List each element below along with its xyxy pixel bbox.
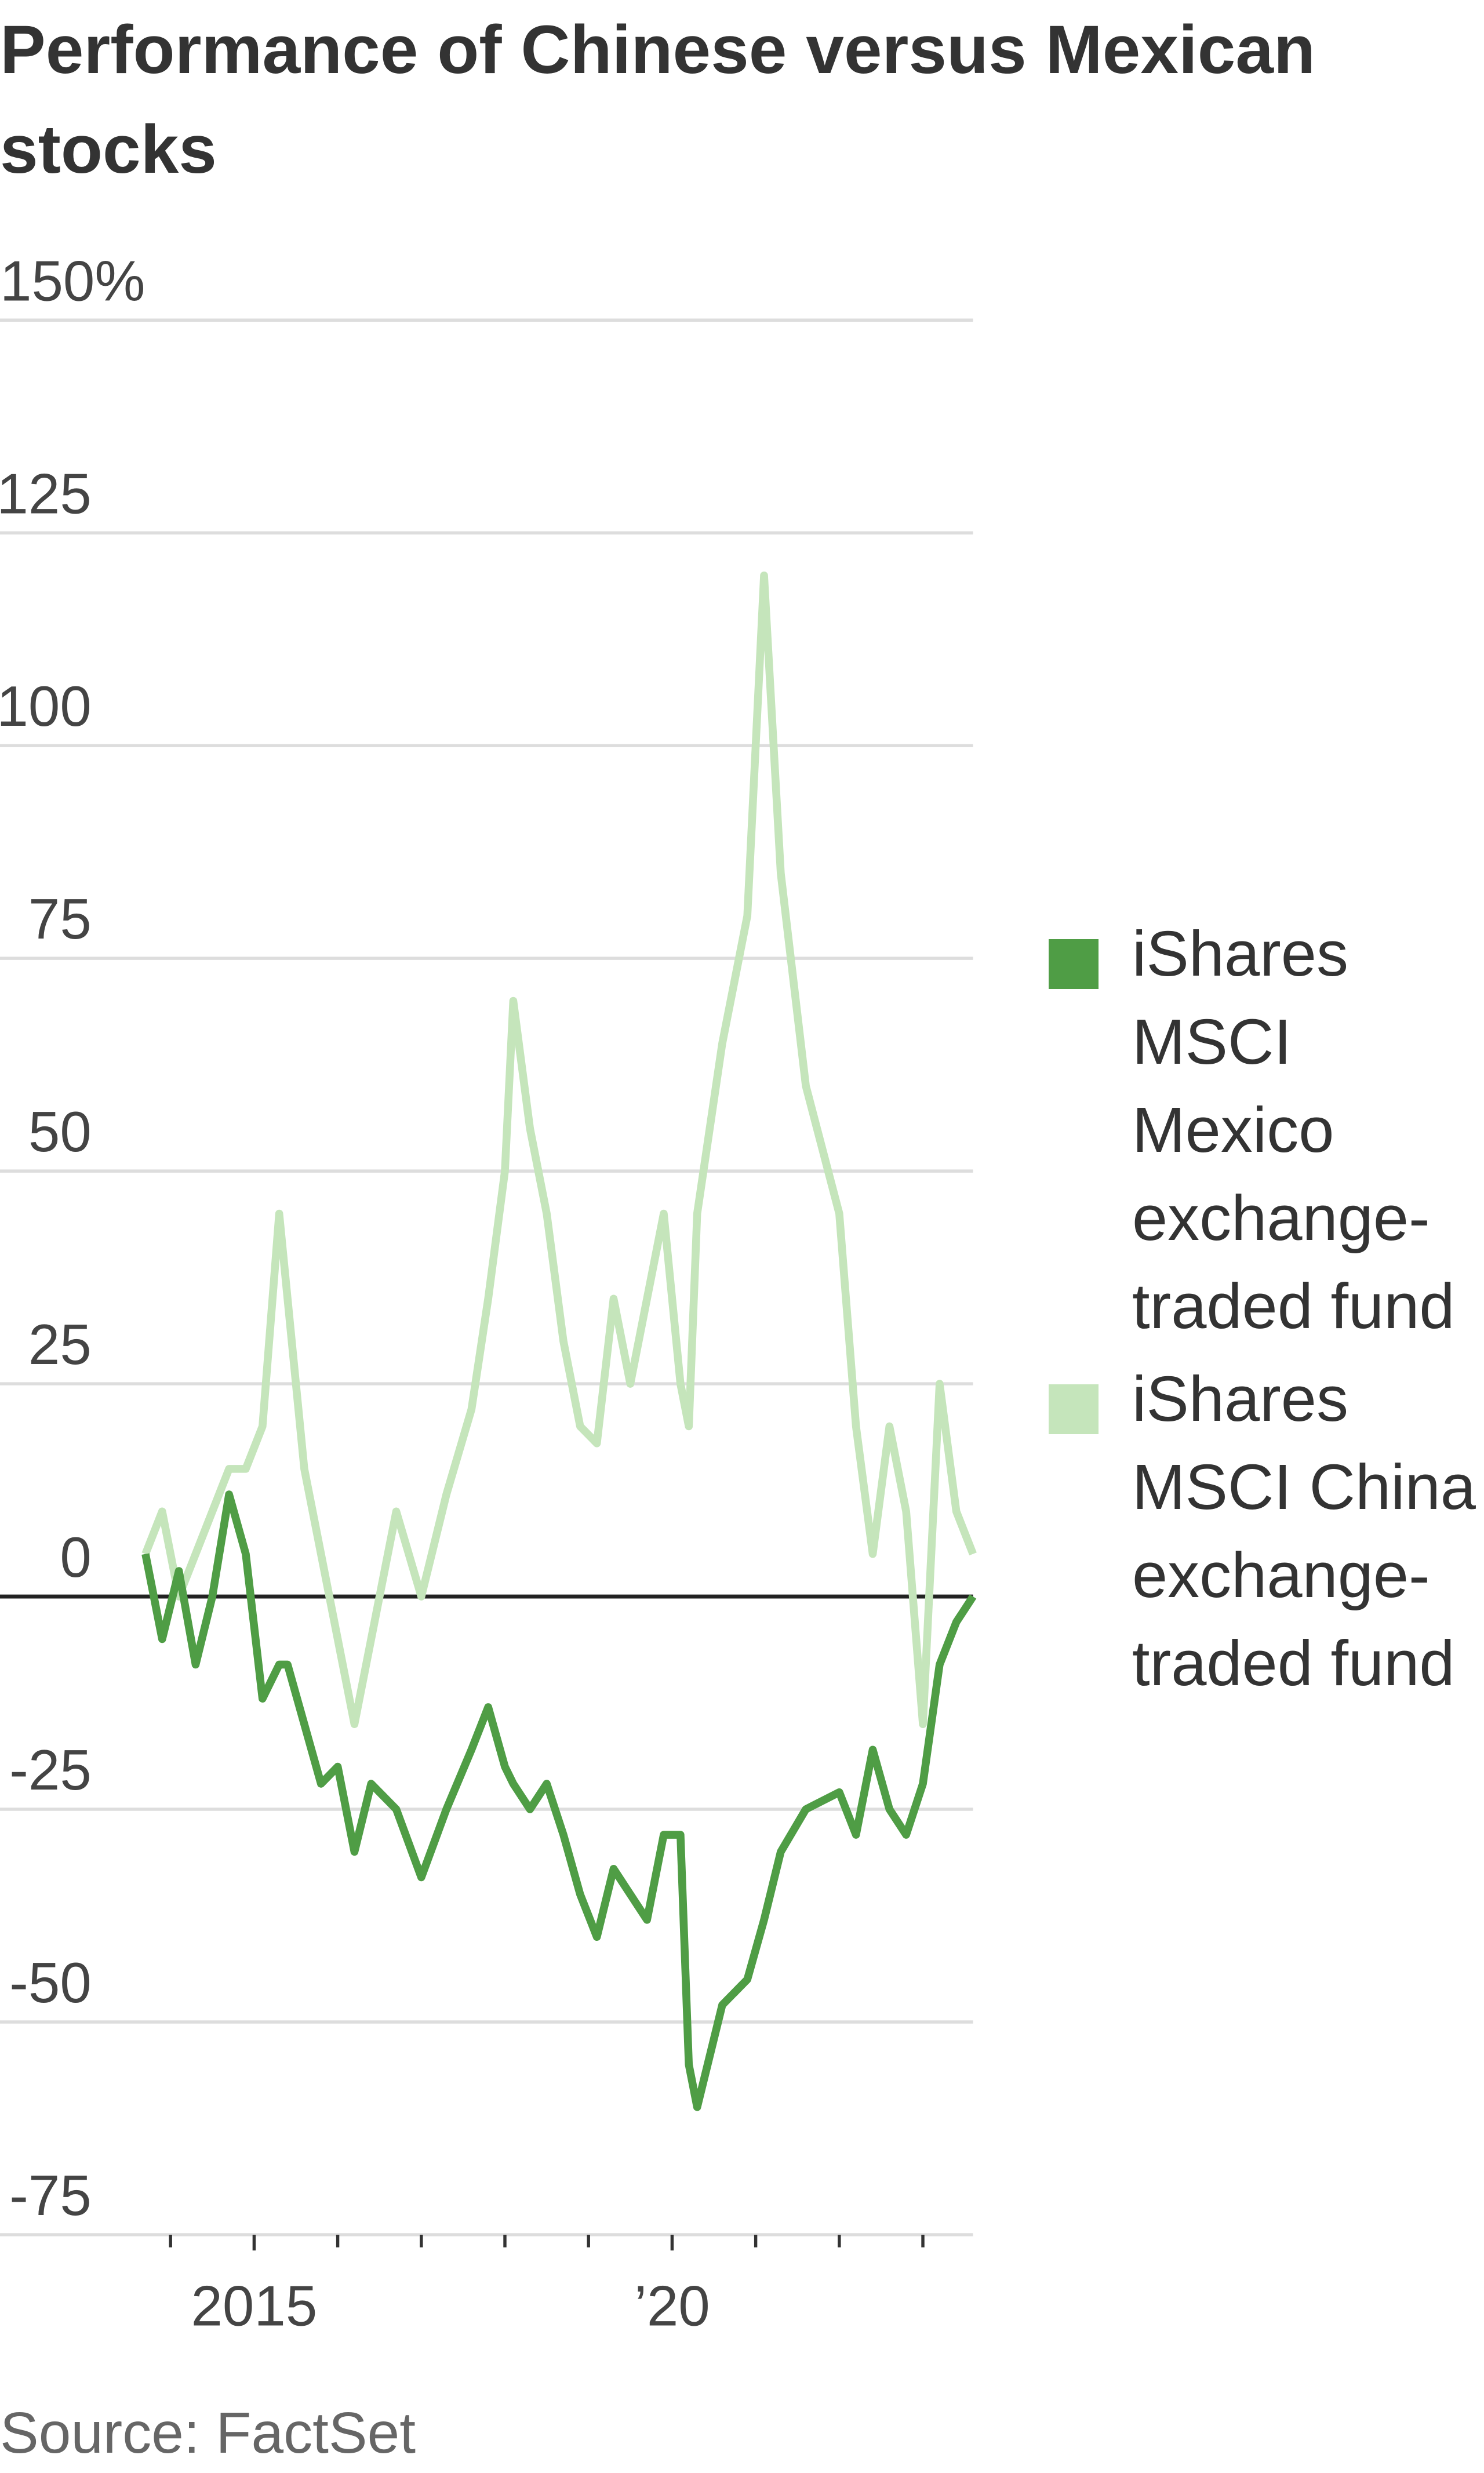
- y-tick-label: 100: [0, 674, 92, 738]
- y-tick-label: 0: [60, 1525, 91, 1589]
- legend-item: iShares MSCI China exchange-traded fund: [1049, 1355, 1484, 1708]
- x-tick-label: ’20: [634, 2274, 710, 2337]
- chart-title: Performance of Chinese versus Mexican st…: [0, 12, 1316, 188]
- legend-item: iShares MSCI Mexico exchange-traded fund: [1049, 910, 1484, 1351]
- series-line: [141, 571, 977, 1729]
- y-tick-label: 150%: [0, 249, 145, 312]
- y-tick-label: 25: [28, 1312, 92, 1376]
- y-tick-label: 125: [0, 461, 92, 525]
- legend: iShares MSCI Mexico exchange-traded fund…: [1049, 910, 1484, 1712]
- y-tick-label: -75: [9, 2163, 92, 2227]
- legend-swatch: [1049, 1384, 1099, 1434]
- y-tick-label: -25: [9, 1738, 92, 1802]
- source: Source: FactSet: [0, 2401, 416, 2465]
- y-tick-label: 50: [28, 1100, 92, 1163]
- legend-label: iShares MSCI Mexico exchange-traded fund: [1132, 918, 1455, 1342]
- x-tick-label: 2015: [191, 2274, 317, 2337]
- legend-label: iShares MSCI China exchange-traded fund: [1132, 1363, 1476, 1699]
- y-tick-label: 75: [28, 887, 92, 951]
- series-line: [141, 1490, 977, 2111]
- y-tick-label: -50: [9, 1951, 92, 2014]
- legend-swatch: [1049, 939, 1099, 989]
